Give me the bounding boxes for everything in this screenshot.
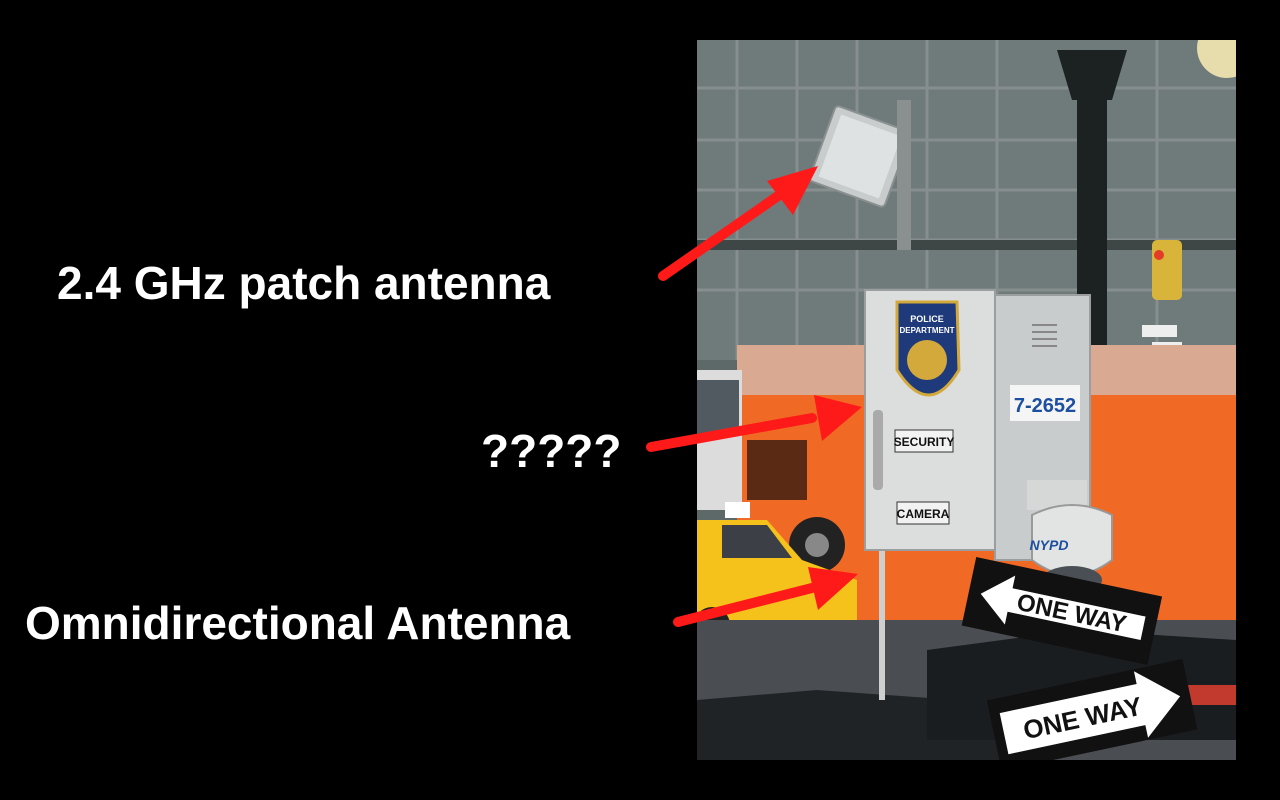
camera-text: CAMERA: [897, 507, 950, 521]
department-text: DEPARTMENT: [900, 326, 955, 335]
omnidirectional-antenna-label: Omnidirectional Antenna: [25, 597, 571, 649]
security-camera-box: POLICE DEPARTMENT SECURITY CAMERA 7-2652: [864, 289, 1091, 561]
one-way-sign-top: ONE WAY: [961, 557, 1163, 666]
security-text: SECURITY: [894, 435, 955, 449]
police-text: POLICE: [910, 314, 944, 324]
nypd-text: NYPD: [1030, 537, 1069, 553]
patch-antenna: [808, 105, 912, 208]
one-way-sign-bottom: ONE WAY: [986, 658, 1198, 760]
patch-antenna-label: 2.4 GHz patch antenna: [57, 257, 551, 309]
box-number: 7-2652: [1014, 395, 1076, 417]
dome-camera: NYPD: [1027, 480, 1113, 594]
street-photo: POLICE DEPARTMENT SECURITY CAMERA 7-2652…: [697, 40, 1236, 760]
omni-antenna-mast: [879, 520, 885, 700]
unknown-device-label: ?????: [481, 425, 622, 477]
